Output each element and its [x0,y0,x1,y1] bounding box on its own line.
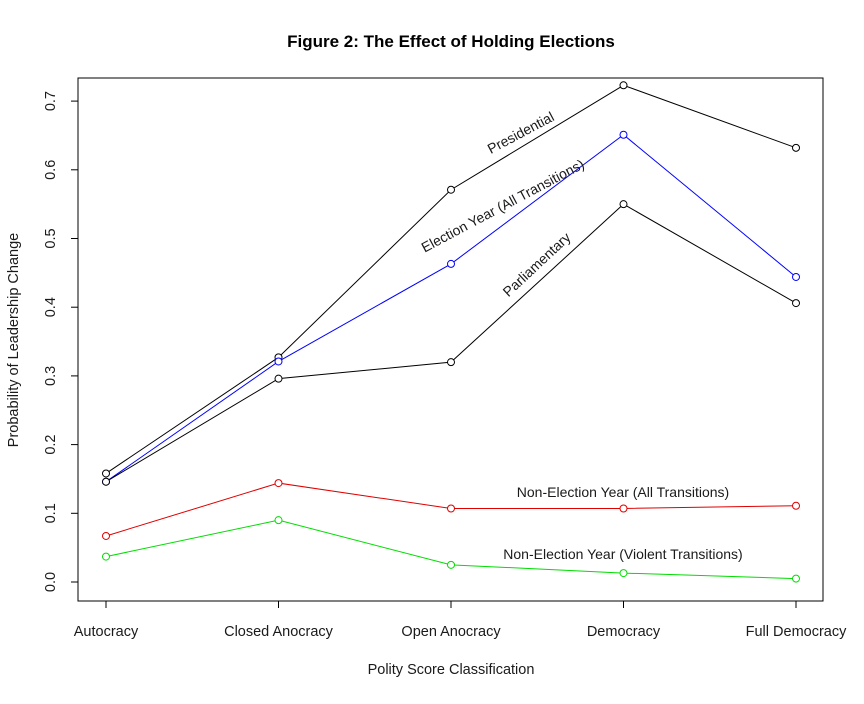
data-point [102,469,110,478]
x-axis-title: Polity Score Classification [368,662,535,678]
x-tick-label: Autocracy [74,624,139,640]
data-point [447,504,455,513]
data-point [619,81,628,90]
data-point [447,259,455,268]
y-tick-label: 0.6 [43,160,59,180]
data-point [792,299,800,308]
y-tick-label: 0.1 [43,503,59,523]
data-point [792,574,800,583]
x-tick-label: Democracy [587,624,661,640]
data-point [274,357,283,366]
data-point [792,143,800,152]
series-line [105,203,797,483]
data-point [447,358,455,367]
data-point [619,130,628,139]
data-point [274,374,283,383]
series-label: Parliamentary [500,229,574,300]
x-axis: Autocracy Closed Anocracy Open Anocracy Dem… [74,600,847,640]
y-tick-label: 0.7 [43,91,59,111]
data-point [102,531,110,540]
series-layer [102,81,800,583]
plot-frame [77,77,824,602]
data-point [792,272,800,281]
y-axis-title: Probability of Leadership Change [6,233,22,447]
data-point [102,552,110,561]
series-line [105,84,797,474]
y-tick-label: 0.2 [43,435,59,455]
y-tick-label: 0.5 [43,228,59,248]
chart-title: Figure 2: The Effect of Holding Election… [287,32,615,51]
data-point [274,479,283,488]
series-label: Non-Election Year (All Transitions) [517,484,729,500]
y-tick-label: 0.4 [43,297,59,317]
data-point [447,185,455,194]
y-tick-label: 0.0 [43,572,59,592]
data-point [619,200,628,209]
y-axis: 0.0 0.1 0.2 0.3 0.4 0.5 0.6 0.7 [43,91,79,592]
data-point [792,501,800,510]
x-tick-label: Full Democracy [746,624,847,640]
series-label: Non-Election Year (Violent Transitions) [503,546,742,562]
data-point [447,560,455,569]
x-tick-label: Open Anocracy [401,624,501,640]
x-tick-label: Closed Anocracy [224,624,334,640]
data-point [619,504,628,513]
data-point [619,569,628,578]
y-tick-label: 0.3 [43,366,59,386]
data-point [274,516,283,525]
data-point [102,477,110,486]
